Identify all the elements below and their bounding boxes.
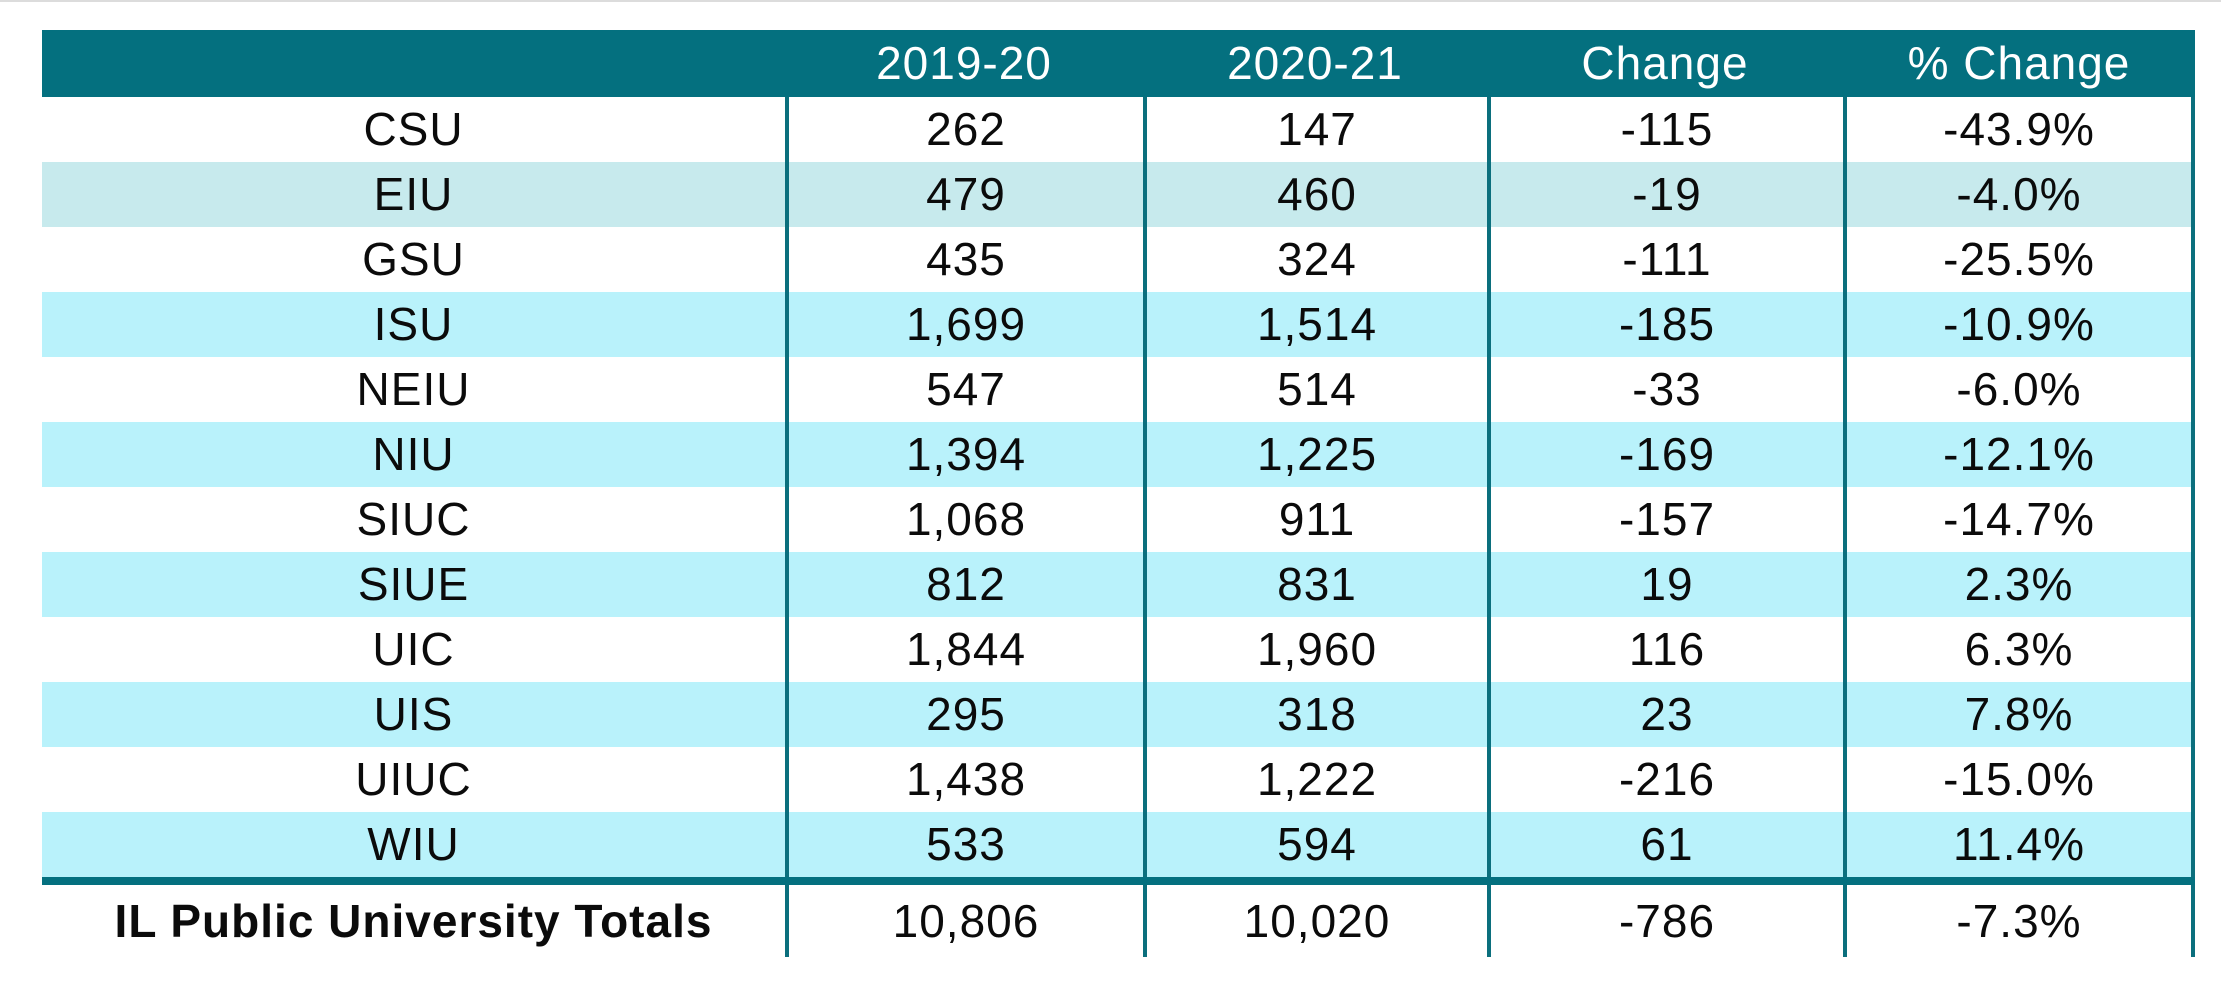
table-row: CSU 262 147 -115 -43.9%	[42, 97, 2195, 162]
cell-change: -169	[1487, 422, 1843, 487]
cell-change: -33	[1487, 357, 1843, 422]
table-row: SIUC 1,068 911 -157 -14.7%	[42, 487, 2195, 552]
table-row: NEIU 547 514 -33 -6.0%	[42, 357, 2195, 422]
cell-2019-20: 1,844	[785, 617, 1143, 682]
cell-university: SIUE	[357, 558, 470, 610]
cell-university: EIU	[373, 168, 454, 220]
cell-2020-21: 594	[1143, 812, 1487, 877]
top-hairline	[0, 0, 2221, 2]
cell-pct-change: -43.9%	[1843, 97, 2195, 162]
cell-totals-2020-21: 10,020	[1143, 885, 1487, 957]
cell-pct-change: -4.0%	[1843, 162, 2195, 227]
cell-university: CSU	[363, 103, 464, 155]
cell-2019-20: 533	[785, 812, 1143, 877]
cell-university: UIS	[373, 688, 454, 740]
table-row: NIU 1,394 1,225 -169 -12.1%	[42, 422, 2195, 487]
cell-2020-21: 1,222	[1143, 747, 1487, 812]
table-row: UIC 1,844 1,960 116 6.3%	[42, 617, 2195, 682]
totals-row: IL Public University Totals 10,806 10,02…	[42, 885, 2195, 957]
cell-pct-change: -14.7%	[1843, 487, 2195, 552]
cell-change: -115	[1487, 97, 1843, 162]
cell-change: -216	[1487, 747, 1843, 812]
cell-university: ISU	[373, 298, 454, 350]
cell-2020-21: 1,514	[1143, 292, 1487, 357]
cell-2020-21: 318	[1143, 682, 1487, 747]
table-row: WIU 533 594 61 11.4%	[42, 812, 2195, 877]
cell-2019-20: 1,394	[785, 422, 1143, 487]
cell-university: NIU	[372, 428, 455, 480]
cell-2019-20: 479	[785, 162, 1143, 227]
cell-2019-20: 547	[785, 357, 1143, 422]
cell-2019-20: 262	[785, 97, 1143, 162]
cell-university: UIC	[372, 623, 455, 675]
cell-university: NEIU	[356, 363, 471, 415]
header-university	[42, 30, 785, 97]
cell-2020-21: 147	[1143, 97, 1487, 162]
totals-divider-rule	[42, 877, 2195, 885]
table-row: UIUC 1,438 1,222 -216 -15.0%	[42, 747, 2195, 812]
cell-2020-21: 460	[1143, 162, 1487, 227]
header-pct-change: % Change	[1907, 37, 2131, 89]
cell-change: 61	[1487, 812, 1843, 877]
cell-pct-change: -6.0%	[1843, 357, 2195, 422]
cell-university: GSU	[362, 233, 465, 285]
cell-change: -157	[1487, 487, 1843, 552]
cell-pct-change: -10.9%	[1843, 292, 2195, 357]
cell-2019-20: 435	[785, 227, 1143, 292]
cell-2020-21: 1,960	[1143, 617, 1487, 682]
header-2019-20: 2019-20	[876, 37, 1052, 89]
header-2020-21: 2020-21	[1227, 37, 1403, 89]
table-row: ISU 1,699 1,514 -185 -10.9%	[42, 292, 2195, 357]
cell-change: -19	[1487, 162, 1843, 227]
cell-2019-20: 1,699	[785, 292, 1143, 357]
cell-totals-label: IL Public University Totals	[114, 895, 713, 947]
cell-2019-20: 812	[785, 552, 1143, 617]
cell-2019-20: 295	[785, 682, 1143, 747]
cell-pct-change: -15.0%	[1843, 747, 2195, 812]
cell-2019-20: 1,068	[785, 487, 1143, 552]
cell-pct-change: -25.5%	[1843, 227, 2195, 292]
cell-pct-change: 2.3%	[1843, 552, 2195, 617]
enrollment-table: 2019-20 2020-21 Change % Change CSU 262 …	[42, 30, 2195, 957]
cell-2020-21: 1,225	[1143, 422, 1487, 487]
header-change: Change	[1581, 37, 1749, 89]
cell-totals-pct-change: -7.3%	[1843, 885, 2195, 957]
cell-pct-change: 7.8%	[1843, 682, 2195, 747]
table-row: UIS 295 318 23 7.8%	[42, 682, 2195, 747]
cell-change: -111	[1487, 227, 1843, 292]
table-row: SIUE 812 831 19 2.3%	[42, 552, 2195, 617]
cell-change: 116	[1487, 617, 1843, 682]
cell-2020-21: 911	[1143, 487, 1487, 552]
cell-pct-change: 6.3%	[1843, 617, 2195, 682]
cell-2020-21: 514	[1143, 357, 1487, 422]
cell-university: UIUC	[355, 753, 472, 805]
cell-change: 23	[1487, 682, 1843, 747]
cell-university: WIU	[367, 818, 460, 870]
cell-change: -185	[1487, 292, 1843, 357]
cell-2020-21: 831	[1143, 552, 1487, 617]
table-row: GSU 435 324 -111 -25.5%	[42, 227, 2195, 292]
cell-university: SIUC	[356, 493, 471, 545]
cell-2019-20: 1,438	[785, 747, 1143, 812]
table-row: EIU 479 460 -19 -4.0%	[42, 162, 2195, 227]
cell-totals-change: -786	[1487, 885, 1843, 957]
cell-pct-change: -12.1%	[1843, 422, 2195, 487]
cell-change: 19	[1487, 552, 1843, 617]
table-header-row: 2019-20 2020-21 Change % Change	[42, 30, 2195, 97]
cell-pct-change: 11.4%	[1843, 812, 2195, 877]
cell-totals-2019-20: 10,806	[785, 885, 1143, 957]
cell-2020-21: 324	[1143, 227, 1487, 292]
